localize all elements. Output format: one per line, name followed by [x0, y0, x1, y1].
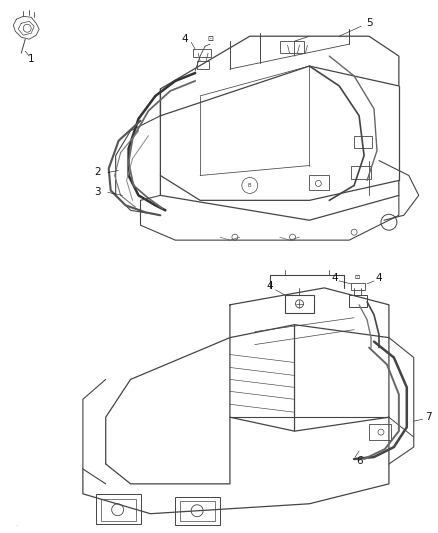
Text: 4: 4	[376, 273, 382, 283]
Bar	[351, 283, 365, 290]
Bar	[349, 295, 367, 307]
Bar	[279, 41, 304, 53]
Text: ⊡: ⊡	[207, 36, 213, 42]
Text: 4: 4	[266, 281, 273, 291]
Bar	[96, 494, 141, 523]
Bar	[285, 295, 314, 313]
Bar	[309, 175, 329, 190]
Bar	[180, 501, 215, 521]
Bar	[369, 424, 391, 440]
Bar	[175, 497, 220, 524]
Bar	[197, 61, 209, 69]
Text: B: B	[248, 183, 251, 188]
Text: 2: 2	[95, 167, 101, 177]
Text: 4: 4	[331, 273, 338, 283]
Text: 5: 5	[366, 18, 372, 28]
Text: 3: 3	[95, 188, 101, 197]
Text: 6: 6	[356, 456, 362, 466]
Bar	[101, 499, 135, 521]
Text: ⊡: ⊡	[354, 276, 360, 280]
Bar	[351, 166, 371, 180]
Bar	[193, 49, 211, 57]
Text: 4: 4	[182, 34, 188, 44]
Bar	[354, 136, 372, 148]
Text: 7: 7	[425, 412, 432, 422]
Text: .: .	[15, 519, 18, 528]
Text: 1: 1	[28, 54, 35, 64]
